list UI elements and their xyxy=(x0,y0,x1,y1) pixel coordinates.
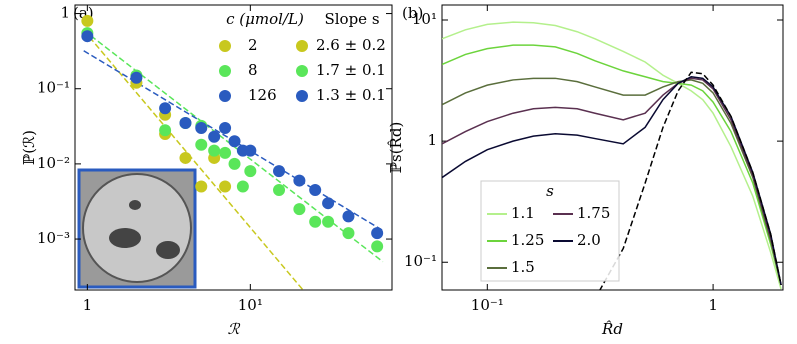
data-point xyxy=(81,30,94,43)
plot-area xyxy=(442,21,782,290)
panel-label: (b) xyxy=(402,4,423,22)
series-line xyxy=(442,77,782,286)
data-point xyxy=(219,146,232,159)
data-point xyxy=(208,130,221,143)
data-point xyxy=(208,144,221,157)
legend-label: 2.6 ± 0.2 xyxy=(316,36,386,54)
data-point xyxy=(342,210,355,223)
data-point xyxy=(130,71,143,84)
legend-label: 1.7 ± 0.1 xyxy=(316,61,386,79)
data-point xyxy=(322,197,335,210)
legend-marker xyxy=(296,65,308,77)
data-point xyxy=(195,122,208,135)
data-point xyxy=(273,183,286,196)
legend-label: 1.75 xyxy=(577,204,610,222)
data-point xyxy=(293,174,306,187)
data-point xyxy=(195,180,208,193)
data-point xyxy=(159,124,172,137)
data-point xyxy=(342,227,355,240)
y-tick-label: 10⁻¹ xyxy=(404,252,437,270)
data-point xyxy=(236,180,249,193)
data-point xyxy=(371,227,384,240)
x-tick-label: 1 xyxy=(83,296,93,314)
data-point xyxy=(179,116,192,129)
legend-title: Slope s xyxy=(324,10,379,28)
legend-label: 1.25 xyxy=(511,231,544,249)
x-axis-label: ℛ xyxy=(228,320,241,338)
data-point xyxy=(219,122,232,135)
series-line xyxy=(442,21,782,290)
data-point xyxy=(244,144,257,157)
x-axis-label: R̂d xyxy=(601,320,623,338)
legend-label: 1.3 ± 0.1 xyxy=(316,86,386,104)
legend-marker xyxy=(219,40,231,52)
legend-label: 126 xyxy=(248,86,277,104)
data-point xyxy=(228,157,241,170)
data-point xyxy=(244,165,257,178)
series-line xyxy=(442,44,782,286)
legend-title: s xyxy=(546,182,554,200)
legend-label: 2.0 xyxy=(577,231,601,249)
plot-frame xyxy=(441,4,784,291)
legend-title: c (μmol/L) xyxy=(226,10,304,28)
fit-line xyxy=(83,29,304,290)
data-point xyxy=(322,215,335,228)
y-tick-label: 10¹ xyxy=(412,10,437,28)
data-point xyxy=(273,165,286,178)
legend-marker xyxy=(219,90,231,102)
data-point xyxy=(228,135,241,148)
legend-box xyxy=(480,180,620,282)
y-axis-label: ℙ(ℛ) xyxy=(20,130,38,165)
legend-marker xyxy=(219,65,231,77)
reference-line xyxy=(599,71,782,290)
data-point xyxy=(293,203,306,216)
y-axis-label: ℙs(R̂d) xyxy=(387,122,405,174)
y-tick-label: 1 xyxy=(427,131,437,149)
y-tick-label: 10⁻² xyxy=(37,154,70,172)
data-point xyxy=(179,151,192,164)
x-tick-label: 1 xyxy=(708,296,718,314)
inset-photo xyxy=(77,168,197,289)
x-tick-label: 10¹ xyxy=(238,296,263,314)
legend-label: 8 xyxy=(248,61,258,79)
data-point xyxy=(219,180,232,193)
legend-label: 1.5 xyxy=(511,258,535,276)
legend-label: 1.1 xyxy=(511,204,535,222)
legend-label: 2 xyxy=(248,36,258,54)
y-tick-label: 1 xyxy=(60,4,70,22)
data-point xyxy=(159,102,172,115)
legend-marker xyxy=(296,40,308,52)
data-point xyxy=(195,138,208,151)
y-tick-label: 10⁻³ xyxy=(37,229,70,247)
legend-marker xyxy=(296,90,308,102)
x-tick-label: 10⁻¹ xyxy=(471,296,504,314)
data-point xyxy=(309,215,322,228)
series-line xyxy=(442,77,782,286)
plot-area xyxy=(81,14,384,290)
data-point xyxy=(81,14,94,27)
y-tick-label: 10⁻¹ xyxy=(37,79,70,97)
plot-frame xyxy=(74,4,393,291)
data-point xyxy=(371,240,384,253)
data-point xyxy=(309,183,322,196)
